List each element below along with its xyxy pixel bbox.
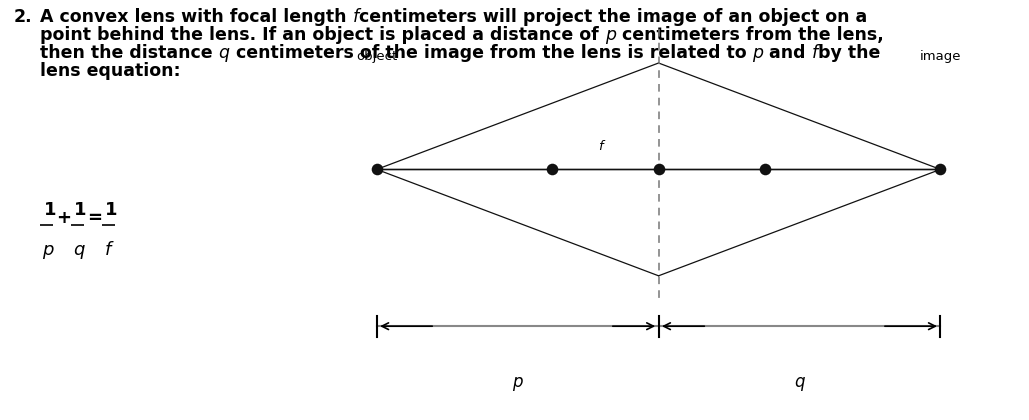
Text: q: q [73, 241, 84, 259]
Text: 1: 1 [44, 201, 57, 219]
Text: p: p [752, 44, 764, 62]
Text: 1: 1 [105, 201, 117, 219]
Text: =: = [87, 209, 102, 227]
Text: point behind the lens. If an object is placed a distance of: point behind the lens. If an object is p… [40, 26, 605, 44]
Text: lens equation:: lens equation: [40, 62, 181, 80]
Text: A convex lens with focal length: A convex lens with focal length [40, 8, 353, 26]
Point [543, 166, 560, 173]
Text: f: f [105, 241, 111, 259]
Text: then the distance: then the distance [40, 44, 218, 62]
Text: 2.: 2. [14, 8, 33, 26]
Text: +: + [56, 209, 71, 227]
Text: q: q [218, 44, 229, 62]
Text: f: f [598, 139, 603, 152]
Text: f: f [353, 8, 359, 26]
Point [757, 166, 774, 173]
Text: p: p [42, 241, 54, 259]
Text: f: f [812, 44, 818, 62]
Text: centimeters of the image from the lens is related to: centimeters of the image from the lens i… [229, 44, 752, 62]
Text: object: object [356, 50, 397, 63]
Text: p: p [512, 373, 523, 391]
Text: image: image [920, 50, 961, 63]
Point [650, 166, 667, 173]
Text: q: q [794, 373, 805, 391]
Text: centimeters will project the image of an object on a: centimeters will project the image of an… [359, 8, 866, 26]
Text: and: and [764, 44, 812, 62]
Text: p: p [605, 26, 615, 44]
Text: by the: by the [818, 44, 880, 62]
Text: 1: 1 [74, 201, 86, 219]
Point [932, 166, 949, 173]
Text: centimeters from the lens,: centimeters from the lens, [615, 26, 884, 44]
Point [368, 166, 385, 173]
